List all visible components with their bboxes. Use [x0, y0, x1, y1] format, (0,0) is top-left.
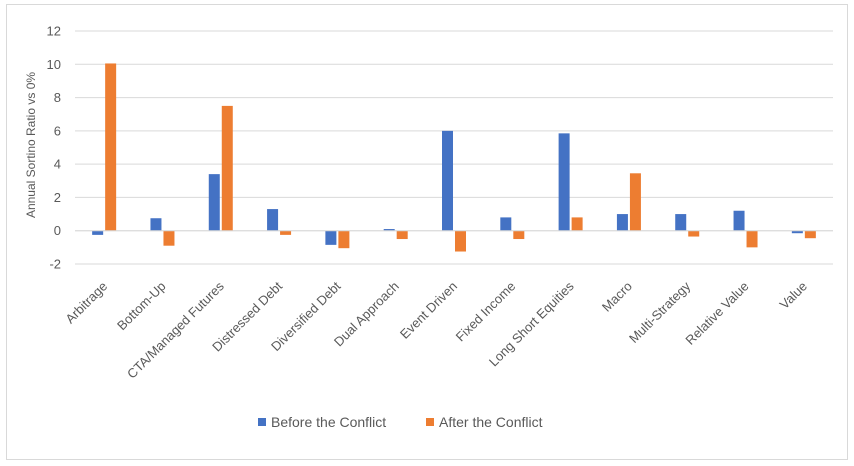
bar-before [675, 214, 687, 231]
category-label: Event Driven [397, 279, 460, 342]
bar-after [105, 63, 117, 231]
bar-before [442, 130, 453, 231]
y-tick-label: 12 [47, 24, 61, 39]
y-tick-labels: -2 0 2 4 6 8 10 12 [47, 24, 61, 272]
category-label: Arbitrage [62, 279, 110, 327]
y-tick-label: 6 [54, 123, 61, 138]
category-label: CTA/Managed Futures [124, 278, 227, 381]
bar-after [338, 230, 350, 249]
bars [92, 63, 816, 252]
bar-before [208, 174, 220, 231]
bar-after [280, 230, 292, 235]
y-tick-label: -2 [49, 257, 61, 272]
bar-before [150, 218, 162, 231]
bar-before [92, 230, 104, 235]
y-tick-label: 10 [47, 57, 61, 72]
y-tick-label: 2 [54, 190, 61, 205]
bar-after [221, 105, 233, 231]
bar-before [383, 229, 395, 231]
bar-before [325, 230, 337, 245]
bar-after [455, 230, 466, 252]
bar-after [688, 230, 700, 237]
bar-before [500, 217, 512, 231]
bar-after [396, 230, 408, 240]
bar-after [163, 230, 175, 246]
bar-after [629, 173, 641, 231]
category-label: Fixed Income [453, 279, 519, 345]
chart-frame: -2 0 2 4 6 8 10 12 Arbitrage Bottom-Up CTA/Manage… [6, 4, 848, 460]
y-tick-label: 0 [54, 223, 61, 238]
y-tick-label: 4 [54, 157, 61, 172]
bar-before [558, 133, 570, 231]
bar-after [571, 217, 583, 231]
legend-label: Before the Conflict [271, 414, 386, 430]
bar-after [804, 230, 816, 239]
category-label: Value [777, 279, 810, 312]
bar-after [746, 230, 758, 248]
legend-label: After the Conflict [439, 414, 543, 430]
legend-swatch [258, 418, 266, 426]
category-label: Macro [599, 279, 635, 315]
legend-swatch [426, 418, 434, 426]
bar-before [267, 209, 279, 231]
sortino-bar-chart: -2 0 2 4 6 8 10 12 Arbitrage Bottom-UpCTA/Manage… [24, 24, 833, 430]
y-tick-label: 8 [54, 90, 61, 105]
bar-before [616, 214, 628, 231]
y-axis-label: Annual Sortino Ratio vs 0% [24, 72, 38, 218]
gridlines [75, 30, 833, 265]
bar-after [513, 230, 525, 240]
bar-before [791, 230, 803, 234]
bar-before [733, 210, 745, 231]
legend: Before the Conflict After the Conflict [258, 414, 543, 430]
category-label: Bottom-Up [114, 279, 169, 334]
